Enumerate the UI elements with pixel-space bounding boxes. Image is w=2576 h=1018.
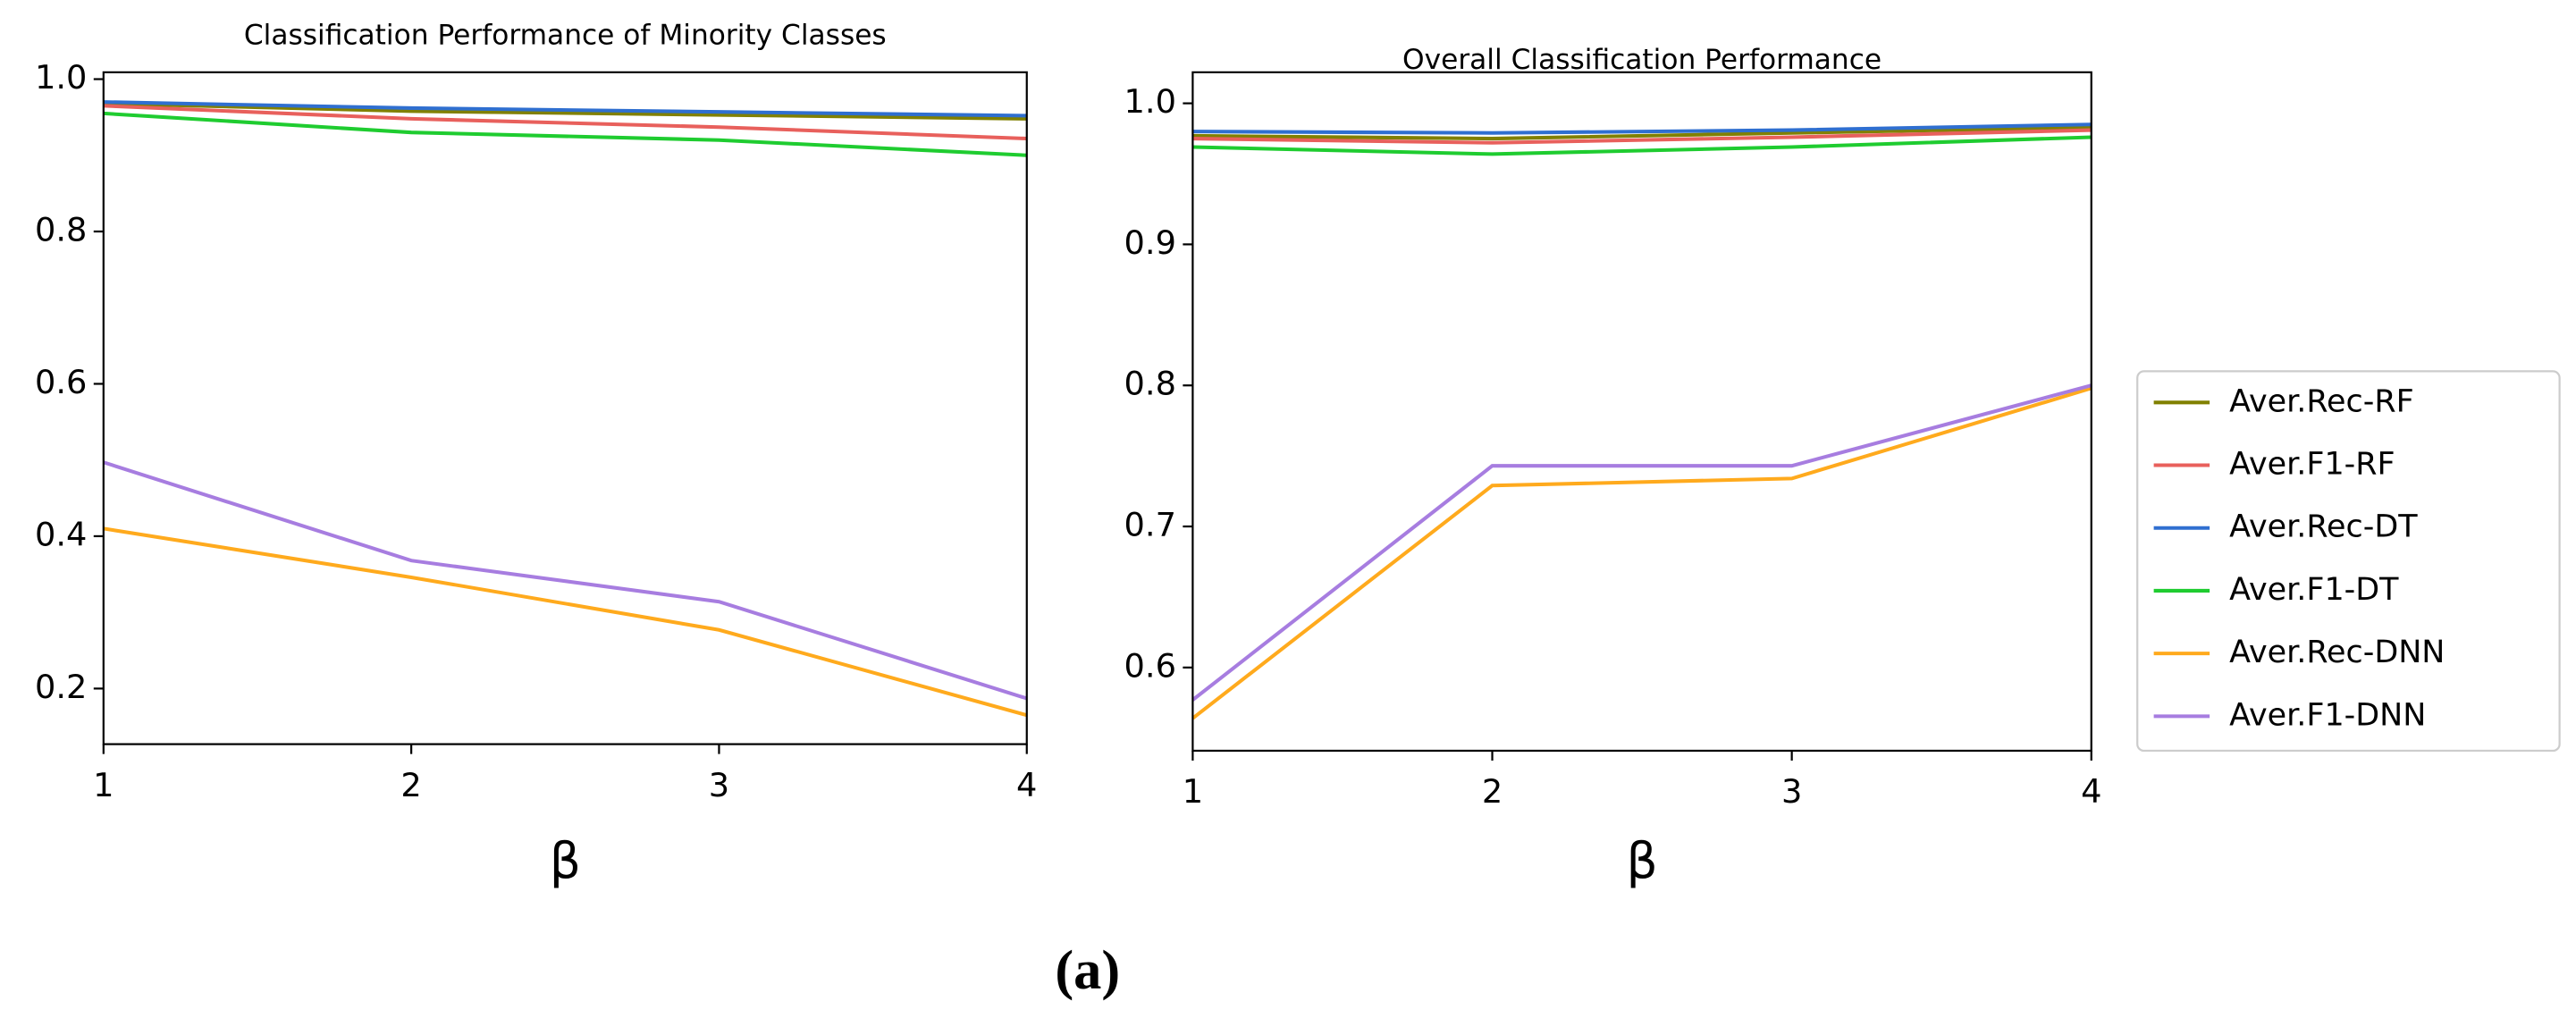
x-axis-label: β: [1626, 833, 1657, 890]
x-tick-label: 2: [400, 766, 421, 804]
series-line: [1192, 122, 2092, 135]
series-line: [103, 101, 1027, 121]
series-line: [1191, 383, 2092, 702]
y-tick-label: 0.6: [1124, 646, 1176, 685]
caption: (a): [1055, 938, 1120, 1001]
y-tick-label: 0.9: [1124, 223, 1176, 262]
legend-label: Aver.F1-DNN: [2229, 697, 2426, 733]
y-tick-label: 0.7: [1124, 506, 1176, 544]
plot-frame: [1191, 71, 2092, 753]
series-line: [103, 460, 1028, 701]
x-tick-label: 1: [1183, 772, 1203, 811]
y-tick-label: 0.8: [1124, 365, 1176, 403]
y-tick-label: 1.0: [1124, 82, 1176, 121]
series-line: [103, 111, 1027, 157]
legend-label: Aver.F1-RF: [2229, 447, 2395, 483]
y-tick-label: 1.0: [35, 58, 87, 97]
x-axis-label: β: [550, 833, 581, 890]
legend-label: Aver.Rec-DNN: [2229, 635, 2445, 670]
y-tick-label: 0.2: [35, 668, 87, 706]
x-tick-label: 3: [709, 766, 729, 804]
series-line: [1191, 386, 2092, 720]
series-line: [1192, 125, 2092, 141]
x-tick-label: 3: [1781, 772, 1802, 811]
series-line: [103, 100, 1027, 118]
y-tick-label: 0.6: [35, 363, 87, 401]
chart-title: Overall Classification Performance: [1402, 44, 1881, 76]
y-tick-label: 0.8: [35, 211, 87, 249]
chart-title: Classification Performance of Minority C…: [244, 19, 887, 51]
plot-frame: [102, 71, 1028, 745]
legend-label: Aver.Rec-DT: [2229, 509, 2418, 545]
series-line: [103, 526, 1028, 718]
series-line: [103, 104, 1027, 141]
legend-label: Aver.F1-DT: [2229, 572, 2399, 608]
x-tick-label: 4: [2081, 772, 2101, 811]
x-tick-label: 4: [1016, 766, 1037, 804]
series-line: [1192, 128, 2092, 145]
series-line: [1192, 135, 2092, 156]
y-tick-label: 0.4: [35, 515, 87, 553]
legend-label: Aver.Rec-RF: [2229, 383, 2414, 419]
legend-box: [2136, 370, 2561, 753]
x-tick-label: 2: [1482, 772, 1503, 811]
x-tick-label: 1: [93, 766, 114, 804]
